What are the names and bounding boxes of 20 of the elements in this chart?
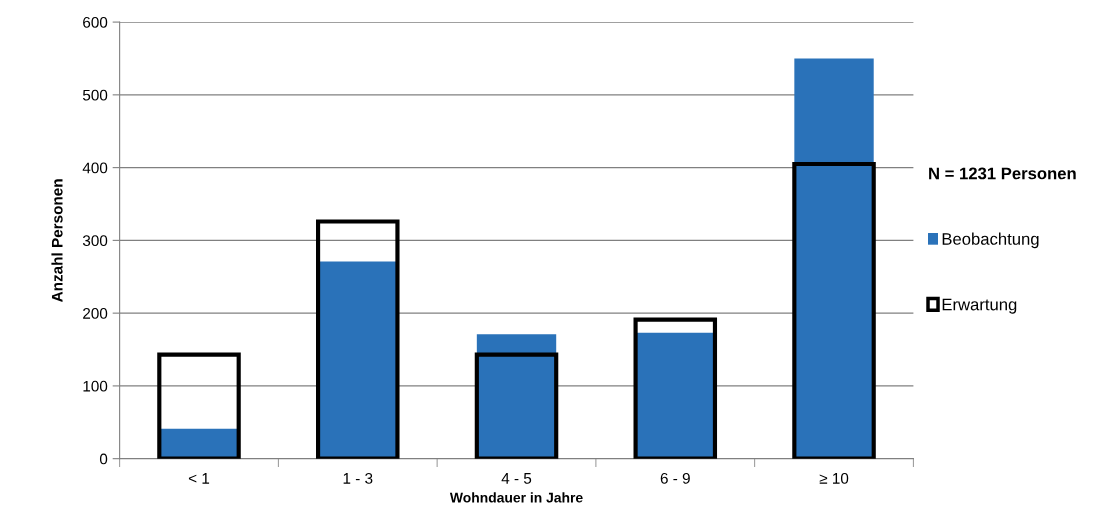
bar [476,334,557,459]
x-tick-label: 6 - 9 [660,472,690,484]
x-tick-label: ≥ 10 [819,472,849,484]
x-tick-label: 1 - 3 [343,472,373,484]
y-tick-label: 200 [83,308,108,319]
y-axis-title: Anzahl Personen [51,179,63,302]
y-tick-label: 400 [82,162,108,174]
legend-label: Erwartung [942,298,1017,314]
y-tick-label: 0 [99,453,108,465]
legend-label: Beobachtung [942,232,1039,249]
bar [159,428,239,459]
y-tick-label: 300 [82,235,108,247]
bar [794,58,874,459]
y-tick-label: 100 [83,380,108,392]
x-tick-label: < 1 [188,473,210,484]
y-tick-label: 600 [83,16,108,28]
x-tick-label: 4 - 5 [501,473,532,484]
legend-title: N = 1231 Personen [929,167,1076,180]
y-tick-label: 500 [82,89,108,101]
x-axis-title: Wohndauer in Jahre [449,492,583,503]
